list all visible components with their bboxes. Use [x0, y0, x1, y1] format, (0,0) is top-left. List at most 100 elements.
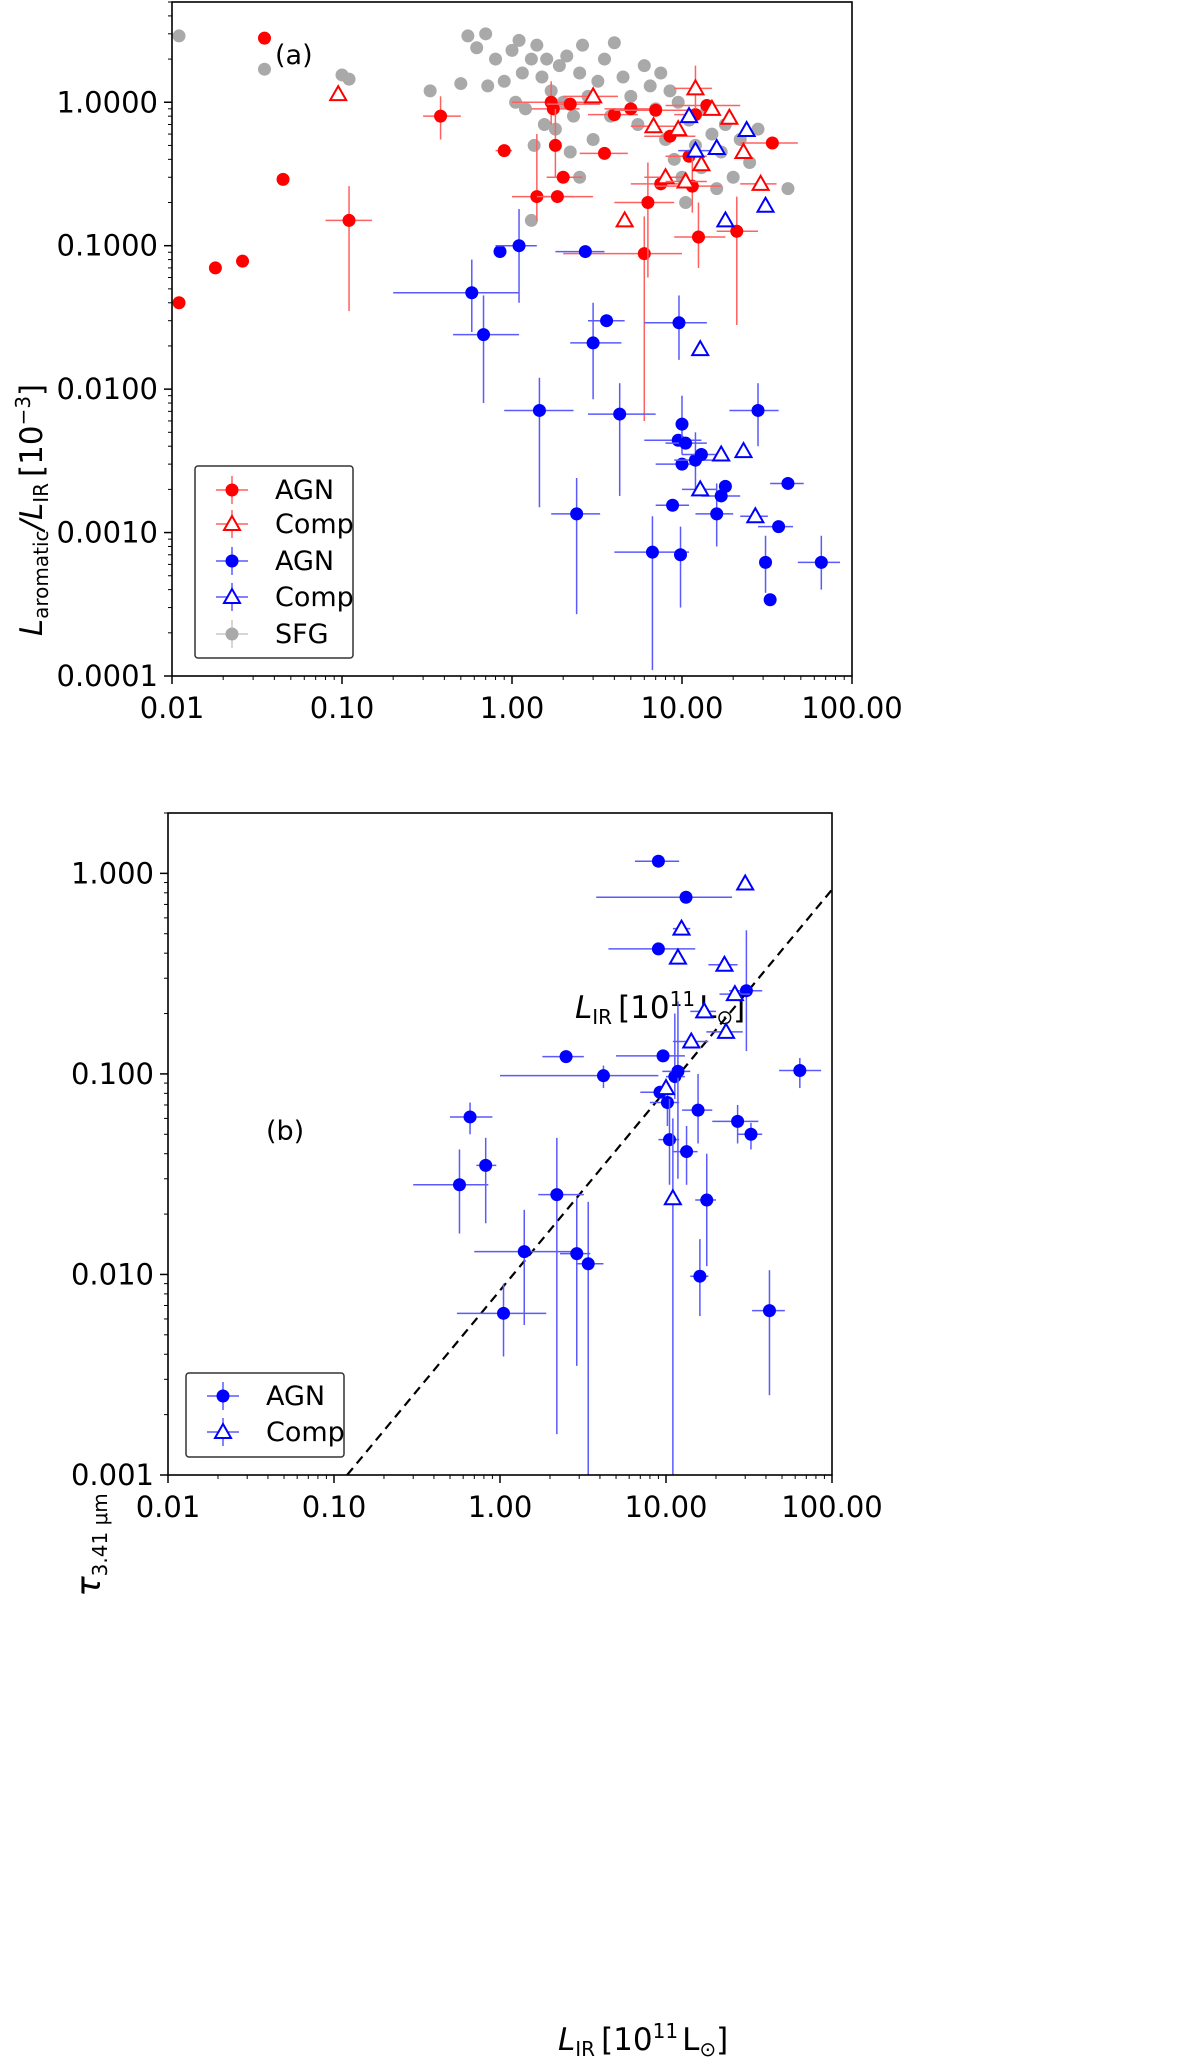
data-point: [663, 84, 677, 98]
y-tick-label: 0.0001: [57, 659, 158, 693]
data-point: [725, 984, 745, 1002]
data-point: [613, 407, 627, 421]
data-point: [706, 137, 727, 155]
data-point: [518, 102, 532, 116]
data-point: [597, 52, 611, 66]
data-point: [743, 156, 757, 170]
data-point: [342, 72, 356, 86]
data-point: [479, 1158, 493, 1172]
data-point: [675, 457, 689, 471]
legend-marker: [225, 483, 239, 497]
data-point: [730, 224, 744, 238]
data-point: [624, 102, 638, 116]
data-point: [641, 196, 655, 210]
data-point: [586, 336, 600, 350]
y-tick-label: 0.1000: [57, 229, 158, 263]
data-point: [556, 170, 570, 184]
data-point: [663, 1133, 677, 1147]
data-point: [679, 196, 693, 210]
fit-line: [346, 888, 832, 1475]
legend-box: [194, 465, 354, 659]
data-point: [718, 479, 732, 493]
data-point: [781, 182, 795, 196]
data-point: [454, 77, 468, 91]
data-point: [679, 890, 693, 904]
data-point: [470, 41, 484, 55]
data-point: [597, 146, 611, 160]
data-point: [607, 36, 621, 50]
data-point: [328, 84, 348, 102]
data-point: [814, 555, 828, 569]
data-point: [236, 254, 250, 268]
data-point: [559, 1050, 573, 1064]
data-point: [711, 444, 731, 462]
data-point: [654, 66, 668, 80]
data-point: [660, 1096, 674, 1110]
data-point: [716, 1021, 736, 1039]
data-point: [762, 1304, 776, 1318]
x-tick-label: 0.10: [310, 691, 375, 725]
data-point: [733, 141, 754, 159]
data-point: [540, 52, 554, 66]
series-sfg: [172, 27, 795, 227]
data-point: [461, 29, 475, 43]
legend-marker: [222, 586, 242, 604]
data-point: [576, 38, 590, 52]
legend-label: Comp: [266, 1417, 345, 1448]
x-tick-label: 10.00: [624, 1490, 707, 1524]
data-point: [596, 1069, 610, 1083]
data-point: [772, 520, 786, 534]
legend-label: AGN: [275, 546, 334, 577]
x-tick-label: 0.01: [140, 691, 205, 725]
data-point: [563, 145, 577, 159]
data-point: [512, 239, 526, 253]
data-point: [750, 173, 771, 191]
data-point: [607, 108, 621, 122]
legend-label: Comp: [275, 582, 354, 613]
legend-label: Comp: [275, 509, 354, 540]
data-point: [663, 1188, 683, 1206]
y-tick-label: 0.0100: [57, 372, 158, 406]
data-point: [493, 245, 507, 259]
data-point: [691, 1103, 705, 1117]
data-point: [550, 1188, 564, 1202]
data-point: [649, 103, 663, 117]
data-point: [759, 555, 773, 569]
data-point: [515, 66, 529, 80]
data-point: [517, 1245, 531, 1259]
data-point: [680, 1145, 694, 1159]
data-point: [566, 109, 580, 123]
data-point: [172, 29, 186, 43]
data-point: [276, 172, 290, 186]
legend-marker: [225, 627, 239, 641]
data-point: [535, 70, 549, 84]
data-point: [681, 1031, 702, 1049]
series-comp: [678, 106, 776, 524]
data-point: [781, 476, 795, 490]
plot-data: [172, 27, 841, 671]
data-point: [624, 89, 638, 103]
data-point: [668, 947, 688, 965]
data-point: [739, 984, 753, 998]
panel-b-ylabel: τ3.41 μm: [69, 1493, 112, 1597]
data-point: [690, 479, 710, 497]
data-point: [578, 245, 592, 259]
data-point: [731, 1114, 745, 1128]
data-point: [651, 854, 665, 868]
data-point: [614, 210, 635, 228]
data-point: [693, 1269, 707, 1283]
data-point: [674, 548, 688, 562]
y-tick-label: 1.0000: [57, 85, 158, 119]
data-point: [527, 138, 541, 152]
data-point: [481, 79, 495, 93]
data-point: [570, 507, 584, 521]
data-point: [667, 152, 681, 166]
data-point: [586, 132, 600, 146]
panel-a-tag: (a): [275, 40, 313, 71]
data-point: [257, 62, 271, 76]
data-point: [685, 78, 706, 96]
data-point: [505, 43, 519, 57]
data-point: [643, 79, 657, 93]
